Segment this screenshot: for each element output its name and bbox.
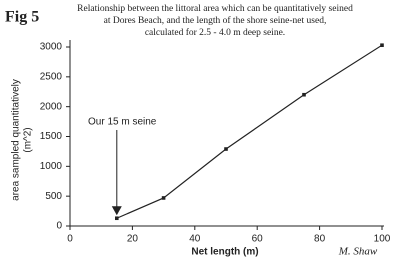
data-point — [302, 92, 306, 97]
chart-title: at Dores Beach, and the length of the sh… — [104, 15, 327, 26]
annotation-arrowhead — [111, 206, 122, 216]
credit: M. Shaw — [338, 246, 378, 258]
figure-label: Fig 5 — [5, 9, 39, 26]
y-tick-label: 2500 — [40, 71, 63, 82]
x-tick-label: 100 — [374, 234, 391, 245]
x-tick-label: 20 — [127, 234, 139, 245]
x-tick-label: 0 — [67, 234, 73, 245]
chart-title: Relationship between the littoral area w… — [77, 4, 353, 14]
data-point — [224, 147, 228, 151]
x-tick-label: 80 — [314, 234, 326, 245]
data-point — [115, 216, 119, 221]
y-tick-label: 500 — [45, 191, 62, 202]
y-tick-label: 0 — [56, 221, 62, 232]
data-line — [116, 44, 383, 219]
y-axis-label: (m^2) — [23, 127, 34, 152]
x-axis-label: Net length (m) — [191, 247, 258, 258]
y-axis-label: area sampled quantitatively — [11, 79, 22, 201]
annotation: Our 15 m seine — [88, 117, 157, 128]
y-tick-label: 3000 — [40, 42, 63, 53]
x-tick-label: 60 — [252, 234, 264, 245]
y-tick-label: 2000 — [40, 101, 63, 112]
data-point — [161, 196, 166, 200]
chart-title: calculated for 2.5 - 4.0 m deep seine. — [145, 27, 285, 38]
y-tick-label: 1500 — [40, 131, 63, 142]
x-tick-label: 40 — [189, 234, 201, 245]
y-tick-label: 1000 — [40, 161, 63, 172]
data-point — [380, 43, 384, 48]
